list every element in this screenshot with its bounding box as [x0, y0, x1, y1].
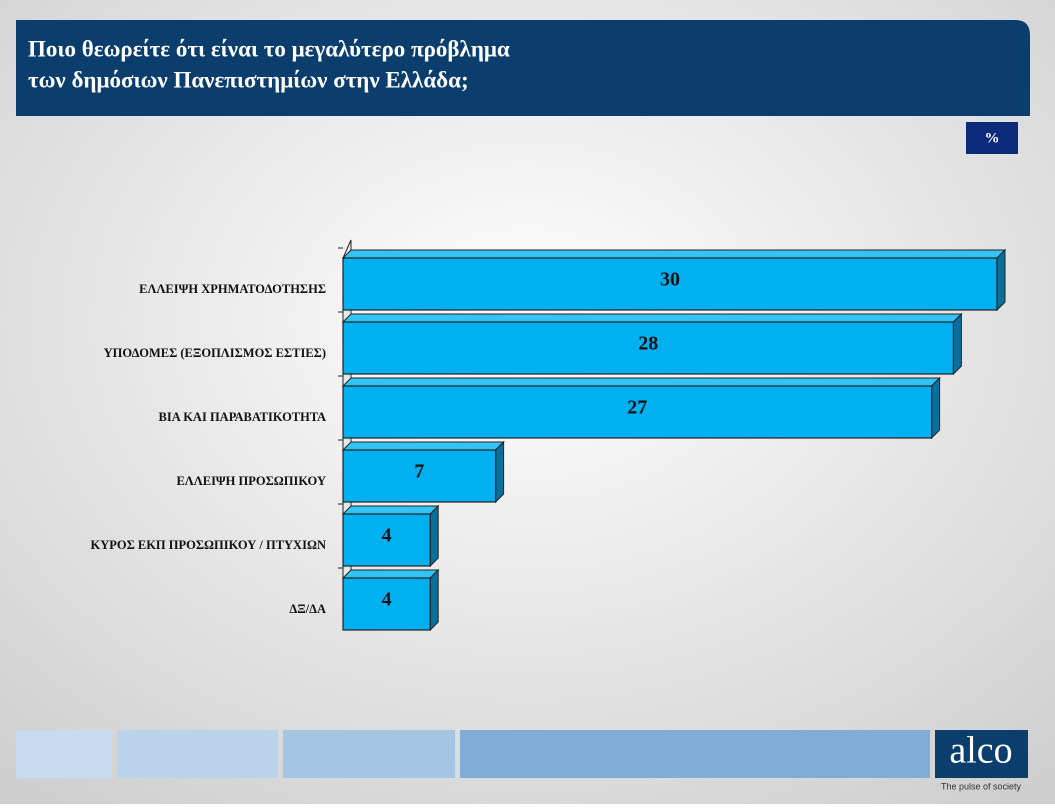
bar-top [341, 313, 963, 323]
footer-strip [460, 730, 930, 778]
header-bar [16, 20, 1030, 116]
bar-side [952, 312, 962, 376]
category-label: ΥΠΟΔΟΜΕΣ (ΕΞΟΠΛΙΣΜΟΣ ΕΣΤΙΕΣ) [104, 346, 326, 360]
bar [342, 513, 431, 567]
bar [342, 385, 933, 439]
bar [342, 321, 955, 375]
bar [342, 257, 998, 311]
data-label: 28 [638, 333, 658, 355]
footer-strip [16, 730, 112, 778]
bar-side [495, 440, 505, 504]
bar [342, 449, 497, 503]
data-label: 27 [627, 397, 647, 419]
category-label: ΕΛΛΕΙΨΗ ΧΡΗΜΑΤΟΔΟΤΗΣΗΣ [139, 282, 326, 296]
logo-box [935, 730, 1028, 778]
title-line: των δημόσιων Πανεπιστημίων στην Ελλάδα; [28, 67, 469, 92]
category-label: ΕΛΛΕΙΨΗ ΠΡΟΣΩΠΙΚΟΥ [176, 474, 326, 488]
data-label: 4 [382, 589, 392, 611]
footer-strip [117, 730, 278, 778]
bar-side [931, 376, 941, 440]
logo: alco [949, 730, 1012, 772]
unit-badge [966, 122, 1018, 154]
bar-top [341, 249, 1007, 259]
bar-top [341, 569, 440, 579]
data-label: 7 [414, 461, 424, 483]
footer: alco The pulse of society [16, 730, 1028, 791]
data-label: 4 [382, 525, 392, 547]
bar-side [429, 504, 439, 568]
footer-strip [283, 730, 455, 778]
tagline: The pulse of society [941, 781, 1022, 791]
data-label: 30 [660, 269, 680, 291]
unit-badge-text: % [985, 130, 1000, 146]
title-line: Ποιο θεωρείτε ότι είναι το μεγαλύτερο πρ… [28, 36, 510, 61]
bar-top [341, 505, 440, 515]
bar-side [996, 248, 1006, 312]
category-label: ΚΥΡΟΣ ΕΚΠ ΠΡΟΣΩΠΙΚΟΥ / ΠΤΥΧΙΩΝ [90, 538, 326, 552]
bar [342, 577, 431, 631]
bar-top [341, 441, 505, 451]
category-label: ΔΞ/ΔΑ [289, 602, 326, 616]
bar-side [429, 568, 439, 632]
category-label: ΒΙΑ ΚΑΙ ΠΑΡΑΒΑΤΙΚΟΤΗΤΑ [159, 410, 326, 424]
bar-top [341, 377, 941, 387]
plot: ΕΛΛΕΙΨΗ ΧΡΗΜΑΤΟΔΟΤΗΣΗΣ 30 ΥΠΟΔΟΜΕΣ (ΕΞΟΠΛΙ… [90, 239, 1007, 632]
